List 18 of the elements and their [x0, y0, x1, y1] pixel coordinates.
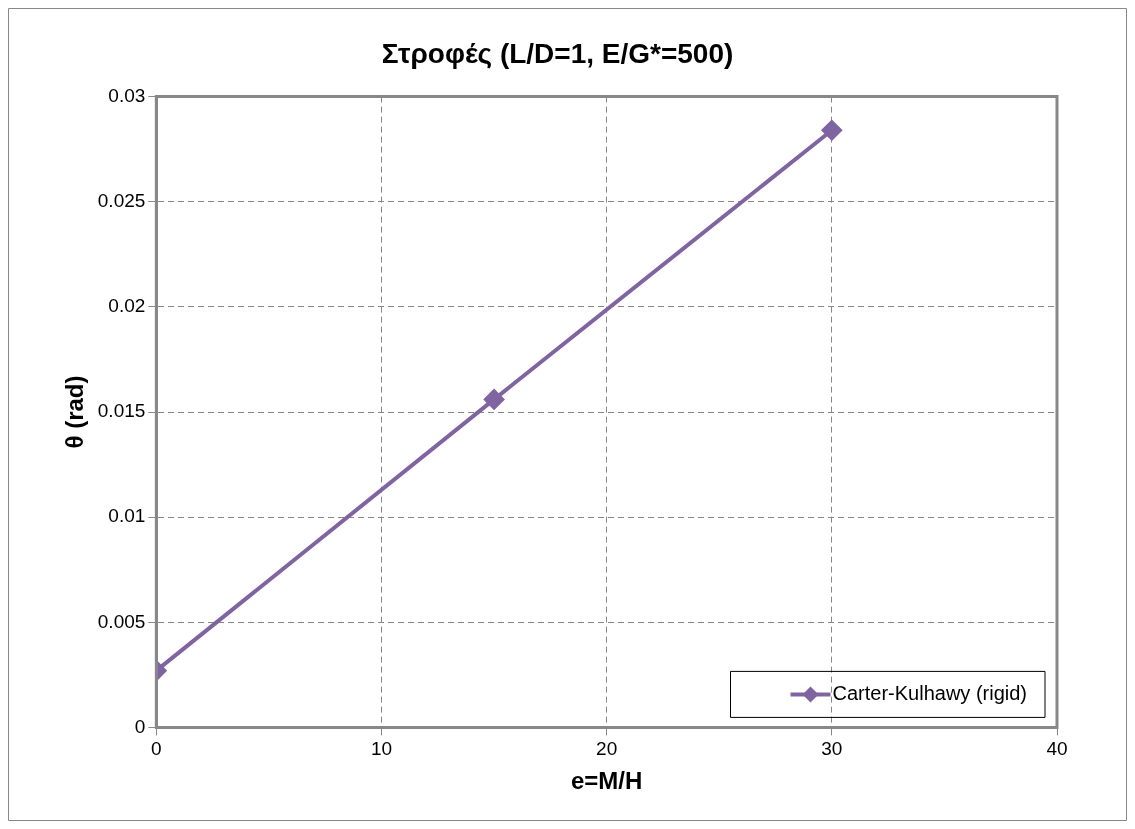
chart-title: Στροφές (L/D=1, E/G*=500)	[381, 37, 734, 69]
y-tick-label: 0.02	[108, 295, 146, 317]
legend-label: Carter-Kulhawy (rigid)	[832, 681, 1028, 704]
point	[821, 120, 842, 141]
y-axis-title: θ (rad)	[61, 375, 89, 449]
x-axis-title: e=M/H	[570, 767, 643, 795]
x-tick-label: 10	[370, 738, 393, 760]
y-tick-label: 0.005	[97, 610, 146, 632]
y-tick-label: 0.025	[97, 189, 146, 211]
x-tick-label: 0	[151, 738, 162, 760]
y-tick-label: 0	[134, 715, 146, 737]
point	[484, 389, 505, 410]
x-tick-label: 20	[596, 738, 618, 760]
y-tick-label: 0.03	[108, 84, 146, 106]
y-tick-label: 0.015	[97, 400, 146, 422]
x-tick-label: 40	[1046, 738, 1068, 760]
y-tick-label: 0.01	[108, 505, 146, 527]
x-tick-label: 30	[821, 738, 843, 760]
